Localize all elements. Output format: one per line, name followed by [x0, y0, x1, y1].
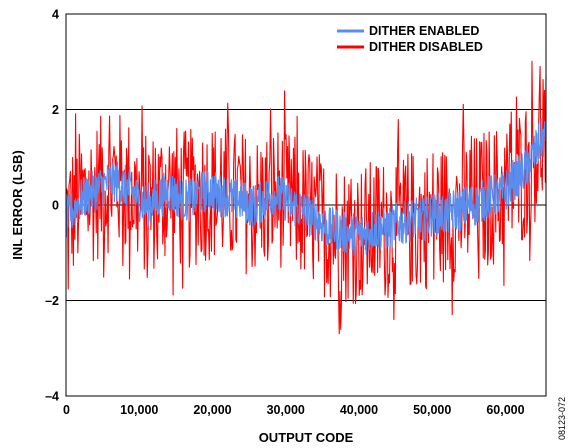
x-tick-label: 40,000 — [340, 403, 378, 417]
plot-frame — [65, 13, 547, 397]
y-axis-ticks: –4 –2 0 2 4 — [45, 8, 59, 404]
y-tick-label: 4 — [52, 8, 59, 22]
legend: DITHER ENABLED DITHER DISABLED — [337, 24, 483, 54]
series-dither-disabled — [65, 60, 547, 335]
x-tick-label: 0 — [63, 403, 70, 417]
y-tick-label: 2 — [52, 103, 59, 117]
x-tick-label: 50,000 — [413, 403, 451, 417]
figure-id: 08123-072 — [557, 397, 567, 440]
y-tick-label: –4 — [45, 390, 59, 404]
x-tick-label: 10,000 — [120, 403, 158, 417]
legend-label-dither-disabled: DITHER DISABLED — [369, 40, 483, 54]
y-tick-label: 0 — [52, 199, 59, 213]
x-tick-label: 30,000 — [267, 403, 305, 417]
y-axis-title: INL ERROR (LSB) — [10, 150, 25, 260]
x-tick-label: 20,000 — [193, 403, 231, 417]
series-dither-enabled — [65, 117, 547, 256]
legend-label-dither-enabled: DITHER ENABLED — [369, 24, 479, 38]
series-layer — [65, 60, 547, 335]
x-tick-label: 60,000 — [486, 403, 524, 417]
y-tick-label: –2 — [45, 294, 59, 308]
x-axis-ticks: 0 10,000 20,000 30,000 40,000 50,000 60,000 — [63, 403, 525, 417]
x-axis-title: OUTPUT CODE — [259, 430, 354, 445]
